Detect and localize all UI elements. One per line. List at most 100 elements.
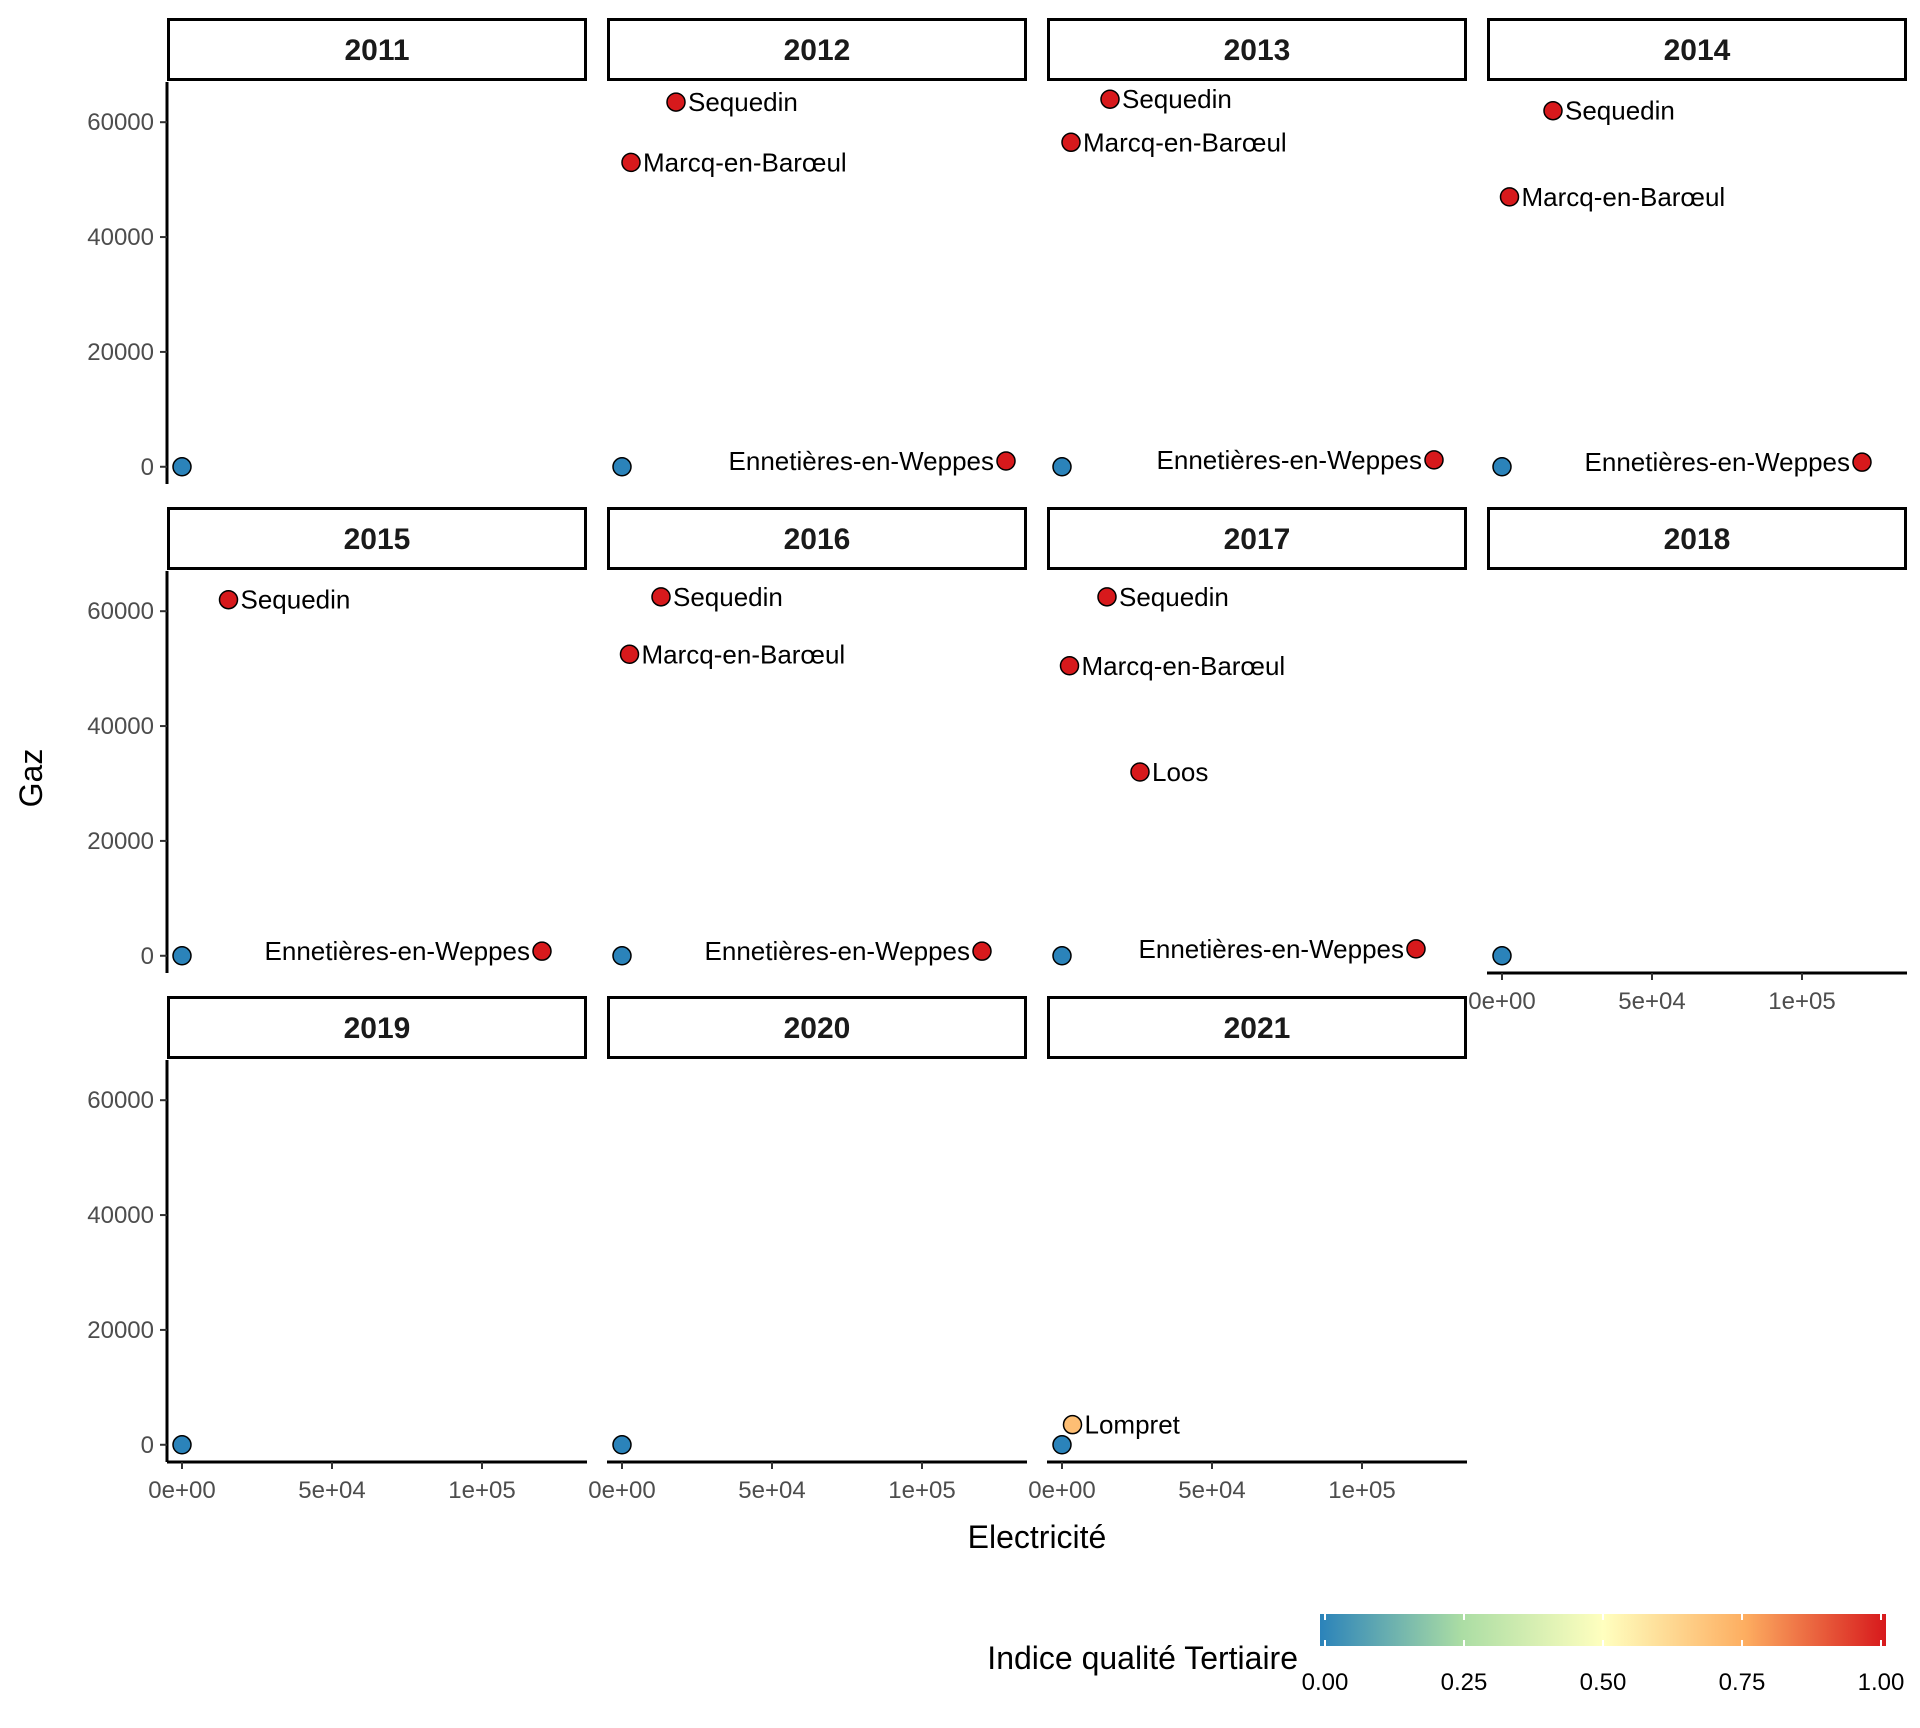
- data-point: [1492, 946, 1512, 966]
- legend-tick-label: 1.00: [1858, 1669, 1905, 1696]
- point-label: Lompret: [1085, 1410, 1181, 1440]
- facet-strip: [167, 507, 587, 570]
- facet-panel-2018: 2018 0e+00 5e+04 1e+05: [1468, 507, 1907, 1015]
- point-label: Sequedin: [1565, 96, 1675, 126]
- facet-strip-label: 2019: [344, 1012, 411, 1045]
- y-tick-label: 60000: [87, 1087, 154, 1114]
- data-point: [1100, 89, 1120, 109]
- facet-panel-2019: 2019 0 20000 40000 60000 0e+00 5e+04 1e+05: [87, 996, 587, 1504]
- y-tick-label: 40000: [87, 713, 154, 740]
- x-tick-label: 5e+04: [298, 1477, 365, 1504]
- x-tick-label: 5e+04: [738, 1477, 805, 1504]
- legend-tick-label: 0.75: [1719, 1669, 1766, 1696]
- data-point: [1499, 187, 1520, 207]
- data-point: [1130, 762, 1150, 782]
- data-point: [1061, 132, 1081, 153]
- facet-strip-label: 2016: [784, 523, 851, 556]
- x-tick-label: 0e+00: [1468, 988, 1535, 1015]
- x-axis-title: Electricité: [968, 1519, 1107, 1555]
- facet-strip: [1047, 996, 1467, 1059]
- point-label: Ennetières-en-Weppes: [705, 936, 970, 966]
- x-tick-label: 5e+04: [1178, 1477, 1245, 1504]
- facet-panel-2020: 2020 0e+00 5e+04 1e+05: [588, 996, 1027, 1504]
- data-point: [1492, 457, 1512, 477]
- data-point: [619, 644, 640, 665]
- data-point: [612, 457, 632, 477]
- data-point: [1052, 457, 1072, 477]
- facet-strip: [167, 996, 587, 1059]
- y-tick-label: 0: [141, 943, 154, 970]
- legend-ticks: 0.00 0.25 0.50 0.75 1.00: [1302, 1614, 1905, 1696]
- data-point: [1052, 1435, 1072, 1455]
- facet-strip-label: 2013: [1224, 34, 1291, 67]
- y-axis-title: Gaz: [13, 749, 49, 808]
- facet-strip-label: 2018: [1664, 523, 1731, 556]
- data-point: [996, 451, 1016, 471]
- y-tick-label: 20000: [87, 1317, 154, 1344]
- data-point: [666, 92, 686, 112]
- data-point: [612, 946, 632, 966]
- data-point: [1097, 587, 1117, 607]
- facet-strip: [607, 507, 1027, 570]
- data-point: [218, 589, 239, 610]
- x-tick-label: 5e+04: [1618, 988, 1685, 1015]
- facet-panel-2021: 2021 0e+00 5e+04 1e+05 Lompret: [1028, 996, 1467, 1504]
- facet-strip: [1047, 18, 1467, 81]
- y-tick-label: 40000: [87, 224, 154, 251]
- data-point: [1406, 939, 1426, 959]
- x-tick-label: 0e+00: [1028, 1477, 1095, 1504]
- point-label: Ennetières-en-Weppes: [1157, 445, 1422, 475]
- point-label: Ennetières-en-Weppes: [729, 446, 994, 476]
- legend-tick-label: 0.25: [1441, 1669, 1488, 1696]
- data-point: [172, 457, 192, 477]
- point-label: Ennetières-en-Weppes: [1585, 447, 1850, 477]
- facet-strip: [167, 18, 587, 81]
- point-label: Sequedin: [241, 585, 351, 615]
- panels-layer: 2011 0 20000 40000 60000 2012 Sequedin Marcq-en…: [87, 18, 1907, 1504]
- legend-tick-label: 0.50: [1580, 1669, 1627, 1696]
- data-point: [1424, 450, 1444, 470]
- point-label: Sequedin: [673, 582, 783, 612]
- data-point: [1062, 1414, 1083, 1435]
- facet-strip: [1487, 507, 1907, 570]
- facet-panel-2011: 2011 0 20000 40000 60000: [87, 18, 587, 484]
- y-tick-label: 0: [141, 1432, 154, 1459]
- point-label: Sequedin: [1122, 84, 1232, 114]
- x-tick-label: 1e+05: [1328, 1477, 1395, 1504]
- data-point: [651, 587, 671, 607]
- y-tick-label: 20000: [87, 339, 154, 366]
- facet-strip-label: 2011: [344, 34, 409, 67]
- facet-panel-2015: 2015 0 20000 40000 60000 Sequedin Ennetières-e…: [87, 507, 587, 973]
- facet-panel-2017: 2017 Sequedin Marcq-en-Barœul Loos Ennetière…: [1047, 507, 1467, 966]
- y-tick-label: 60000: [87, 109, 154, 136]
- facet-panel-2014: 2014 Sequedin Marcq-en-Barœul Ennetières-en…: [1487, 18, 1907, 477]
- data-point: [172, 1435, 192, 1455]
- facet-strip-label: 2017: [1224, 523, 1291, 556]
- point-label: Ennetières-en-Weppes: [1139, 934, 1404, 964]
- facet-strip-label: 2014: [1664, 34, 1731, 67]
- data-point: [1543, 100, 1563, 121]
- facet-strip: [1047, 507, 1467, 570]
- facet-panel-2012: 2012 Sequedin Marcq-en-Barœul Ennetières-en…: [607, 18, 1027, 477]
- x-tick-label: 1e+05: [888, 1477, 955, 1504]
- data-point: [172, 946, 192, 966]
- x-tick-label: 0e+00: [588, 1477, 655, 1504]
- point-label: Marcq-en-Barœul: [1082, 651, 1286, 681]
- y-tick-label: 20000: [87, 828, 154, 855]
- y-tick-label: 60000: [87, 598, 154, 625]
- y-tick-label: 40000: [87, 1202, 154, 1229]
- data-point: [1852, 452, 1872, 472]
- facet-strip: [607, 996, 1027, 1059]
- facet-panel-2013: 2013 Sequedin Marcq-en-Barœul Ennetières-en…: [1047, 18, 1467, 477]
- facet-strip-label: 2021: [1224, 1012, 1291, 1045]
- point-label: Ennetières-en-Weppes: [265, 936, 530, 966]
- point-label: Marcq-en-Barœul: [1083, 127, 1287, 157]
- point-label: Loos: [1152, 757, 1208, 787]
- data-point: [972, 941, 992, 961]
- legend-tick-label: 0.00: [1302, 1669, 1349, 1696]
- point-label: Marcq-en-Barœul: [1522, 182, 1726, 212]
- facet-strip-label: 2020: [784, 1012, 851, 1045]
- facet-strip-label: 2015: [344, 523, 411, 556]
